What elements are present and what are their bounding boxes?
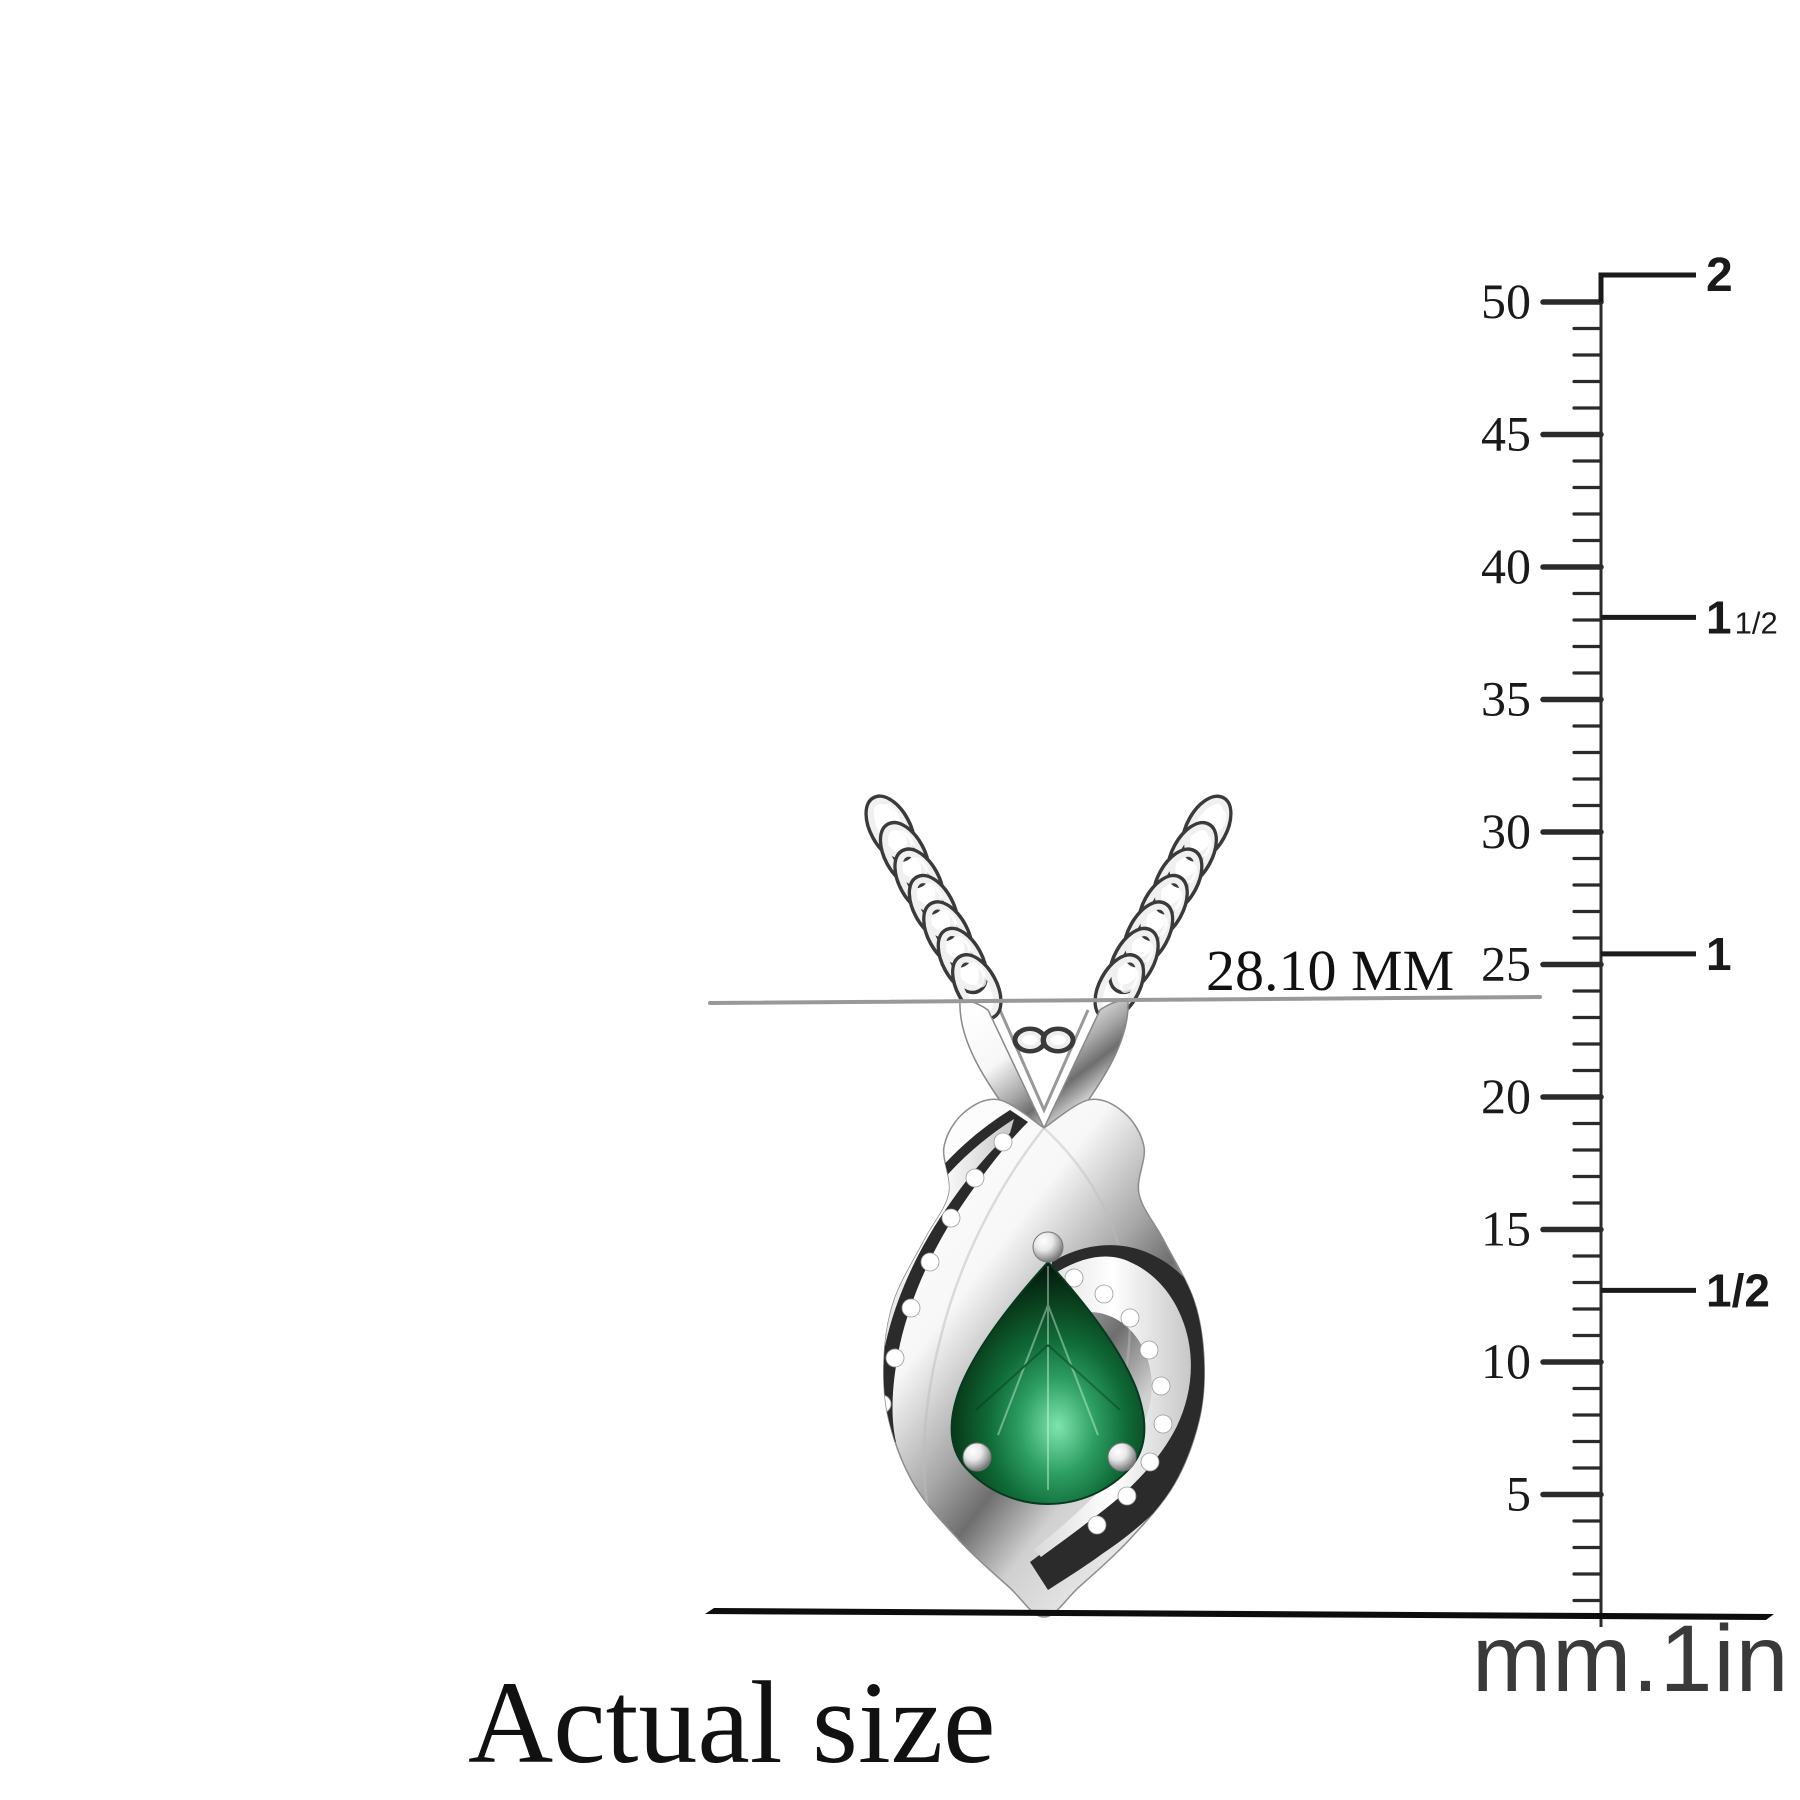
svg-text:40: 40 xyxy=(1481,538,1531,594)
svg-text:1/2: 1/2 xyxy=(1706,1264,1770,1316)
svg-text:25: 25 xyxy=(1481,936,1531,992)
svg-text:1: 1 xyxy=(1706,928,1732,980)
svg-text:10: 10 xyxy=(1481,1333,1531,1389)
svg-text:11/2: 11/2 xyxy=(1706,591,1778,643)
svg-text:28.10 MM: 28.10 MM xyxy=(1206,938,1454,1003)
svg-text:30: 30 xyxy=(1481,803,1531,859)
svg-text:50: 50 xyxy=(1481,273,1531,329)
svg-text:20: 20 xyxy=(1481,1068,1531,1124)
svg-text:5: 5 xyxy=(1506,1466,1531,1522)
svg-text:45: 45 xyxy=(1481,406,1531,462)
svg-text:35: 35 xyxy=(1481,671,1531,727)
svg-text:15: 15 xyxy=(1481,1201,1531,1257)
svg-text:2: 2 xyxy=(1706,249,1733,302)
svg-text:mm.1in: mm.1in xyxy=(1472,1606,1789,1712)
svg-text:Actual size: Actual size xyxy=(468,1657,996,1788)
